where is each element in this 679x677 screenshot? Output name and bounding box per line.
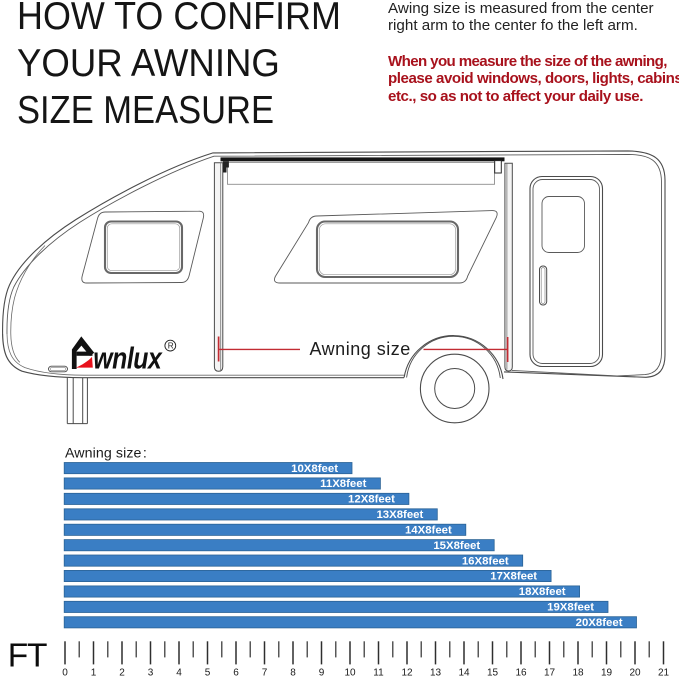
svg-text:15: 15 bbox=[487, 668, 499, 677]
svg-text:15X8feet: 15X8feet bbox=[433, 540, 480, 552]
svg-text:3: 3 bbox=[148, 668, 154, 677]
svg-text:21: 21 bbox=[658, 668, 670, 677]
svg-text:18: 18 bbox=[572, 668, 584, 677]
svg-text:11X8feet: 11X8feet bbox=[320, 478, 366, 490]
svg-text:Awning size :: Awning size : bbox=[65, 445, 147, 461]
svg-text:17: 17 bbox=[544, 668, 556, 677]
svg-text:2: 2 bbox=[119, 668, 125, 677]
svg-text:16: 16 bbox=[515, 668, 527, 677]
svg-text:8: 8 bbox=[290, 668, 296, 677]
svg-text:19: 19 bbox=[601, 668, 613, 677]
svg-text:9: 9 bbox=[319, 668, 325, 677]
svg-text:10: 10 bbox=[344, 668, 356, 677]
svg-text:1: 1 bbox=[91, 668, 97, 677]
svg-text:FT: FT bbox=[8, 637, 47, 674]
svg-text:14X8feet: 14X8feet bbox=[405, 525, 452, 537]
svg-text:17X8feet: 17X8feet bbox=[490, 571, 537, 583]
svg-text:16X8feet: 16X8feet bbox=[462, 555, 509, 567]
svg-text:12X8feet: 12X8feet bbox=[348, 494, 395, 506]
svg-text:R: R bbox=[168, 342, 174, 351]
svg-text:13X8feet: 13X8feet bbox=[376, 509, 423, 521]
svg-text:20X8feet: 20X8feet bbox=[576, 617, 623, 629]
svg-text:10X8feet: 10X8feet bbox=[291, 463, 338, 475]
svg-text:5: 5 bbox=[205, 668, 211, 677]
svg-text:wnlux: wnlux bbox=[93, 341, 163, 375]
svg-text:0: 0 bbox=[62, 668, 68, 677]
svg-text:20: 20 bbox=[629, 668, 641, 677]
svg-text:19X8feet: 19X8feet bbox=[547, 602, 594, 614]
svg-text:12: 12 bbox=[401, 668, 413, 677]
svg-text:4: 4 bbox=[176, 668, 182, 677]
svg-text:13: 13 bbox=[430, 668, 442, 677]
svg-text:7: 7 bbox=[262, 668, 268, 677]
svg-text:11: 11 bbox=[373, 668, 384, 677]
svg-text:6: 6 bbox=[233, 668, 239, 677]
svg-text:14: 14 bbox=[458, 668, 470, 677]
svg-text:18X8feet: 18X8feet bbox=[519, 586, 566, 598]
svg-text:Awning size: Awning size bbox=[310, 339, 411, 359]
